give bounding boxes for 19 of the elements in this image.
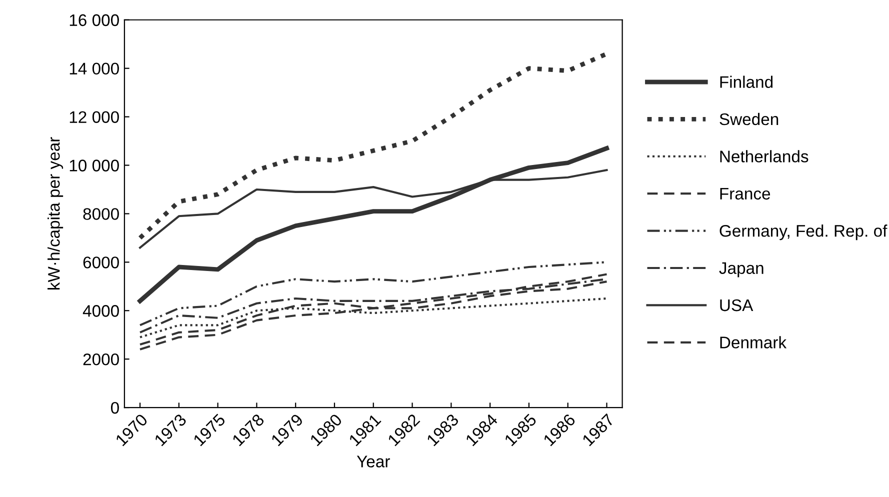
- x-axis-title: Year: [356, 456, 390, 468]
- legend-label: Sweden: [720, 112, 778, 126]
- legend-label: USA: [720, 299, 754, 312]
- y-tick-label: 0: [110, 402, 119, 414]
- legend-label: Netherlands: [720, 150, 808, 162]
- legend-label: Finland: [720, 76, 773, 88]
- y-tick-label: 8000: [83, 208, 119, 220]
- y-tick-label: 16 000: [70, 14, 119, 26]
- legend-label: Japan: [719, 262, 764, 278]
- y-axis-title: kW·h/capita per year: [48, 137, 64, 290]
- y-tick-label: 2000: [83, 353, 119, 366]
- legend-label: France: [720, 188, 770, 200]
- y-tick-label: 14 000: [70, 62, 119, 75]
- y-tick-label: 10 000: [70, 160, 119, 172]
- y-tick-label: 4000: [82, 305, 119, 317]
- legend-label: Denmark: [720, 336, 787, 348]
- y-tick-label: 6000: [83, 256, 119, 268]
- legend-label: Germany, Fed. Rep. of: [720, 224, 888, 240]
- y-tick-label: 12 000: [70, 111, 119, 123]
